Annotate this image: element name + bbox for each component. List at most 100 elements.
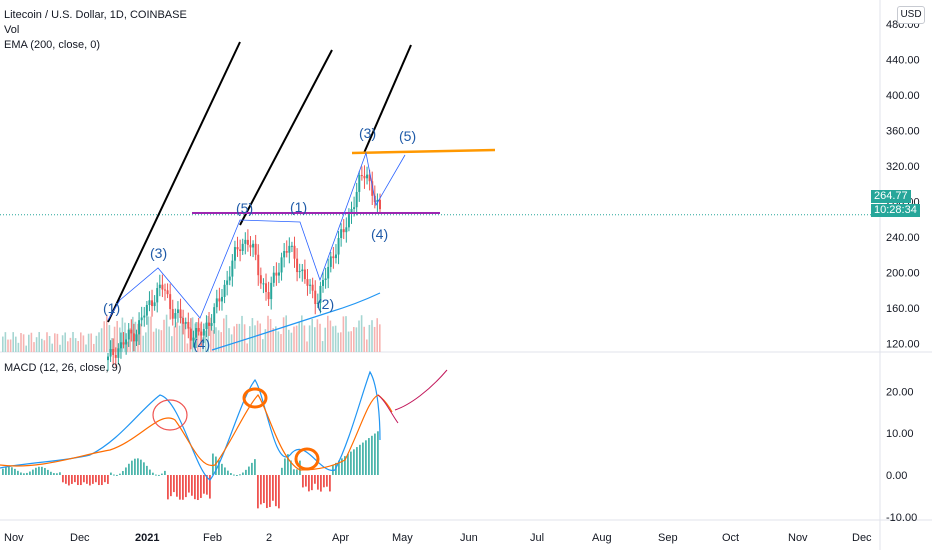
volume-bar bbox=[295, 325, 298, 352]
macd-histogram-bar bbox=[26, 472, 28, 475]
price-axis-label: 120.00 bbox=[886, 338, 920, 350]
candle-body bbox=[140, 317, 143, 321]
volume-bar bbox=[152, 331, 155, 352]
price-axis-label: 200.00 bbox=[886, 267, 920, 279]
macd-histogram-bar bbox=[248, 466, 250, 475]
volume-bar bbox=[72, 332, 74, 352]
wave-label: (3) bbox=[150, 245, 167, 261]
macd-histogram-bar bbox=[269, 475, 271, 508]
volume-bar bbox=[186, 343, 189, 352]
volume-bar bbox=[69, 337, 72, 352]
candle-body bbox=[220, 296, 223, 302]
volume-bar bbox=[28, 334, 30, 352]
volume-bar bbox=[43, 340, 46, 352]
volume-bar bbox=[233, 326, 235, 352]
volume-bar bbox=[314, 327, 316, 352]
macd-histogram-bar bbox=[245, 469, 247, 475]
candle-body bbox=[135, 334, 138, 342]
volume-legend[interactable]: Vol bbox=[4, 24, 20, 36]
candle-body bbox=[259, 275, 262, 284]
resistance-line bbox=[351, 148, 496, 155]
macd-histogram-bar bbox=[215, 456, 217, 475]
volume-bar bbox=[220, 332, 222, 352]
macd-histogram-bar bbox=[77, 475, 79, 486]
volume-bar bbox=[4, 332, 7, 352]
volume-bar bbox=[54, 333, 56, 352]
volume-bar bbox=[85, 344, 87, 352]
volume-bar bbox=[366, 339, 368, 352]
macd-histogram-bar bbox=[110, 472, 112, 475]
time-axis-label: Jul bbox=[530, 532, 544, 544]
volume-bar bbox=[238, 323, 241, 352]
macd-histogram-bar bbox=[104, 475, 106, 483]
volume-bar bbox=[228, 328, 230, 352]
volume-bar bbox=[207, 315, 209, 352]
candle-body bbox=[379, 199, 381, 210]
macd-signal-line bbox=[0, 394, 393, 471]
volume-bar bbox=[145, 332, 147, 352]
currency-button[interactable]: USD bbox=[897, 6, 925, 24]
ema-200-line bbox=[211, 292, 381, 351]
price-axis-label: 160.00 bbox=[886, 303, 920, 315]
volume-bar bbox=[67, 341, 69, 352]
volume-bar bbox=[269, 319, 272, 352]
candle-body bbox=[153, 302, 156, 307]
time-axis-label: Feb bbox=[203, 532, 222, 544]
price-axis-label: 440.00 bbox=[886, 54, 920, 66]
macd-legend[interactable]: MACD (12, 26, close, 9) bbox=[4, 362, 122, 374]
macd-histogram-bar bbox=[206, 475, 208, 495]
macd-histogram-bar bbox=[155, 474, 157, 476]
volume-bar bbox=[321, 341, 324, 352]
volume-bar bbox=[137, 323, 139, 352]
candle-body bbox=[122, 342, 125, 345]
candle-body bbox=[161, 284, 164, 290]
volume-bar bbox=[210, 317, 212, 352]
volume-bar bbox=[368, 324, 371, 352]
trend-line bbox=[107, 41, 241, 323]
volume-bar bbox=[243, 324, 246, 352]
macd-histogram-bar bbox=[23, 473, 25, 475]
candle-body bbox=[184, 321, 187, 324]
macd-histogram-bar bbox=[98, 475, 100, 486]
candle-body bbox=[371, 181, 374, 196]
time-axis-label: Oct bbox=[722, 532, 739, 544]
candle-body bbox=[296, 258, 299, 273]
macd-histogram-bar bbox=[29, 471, 31, 475]
volume-bar bbox=[277, 331, 280, 352]
volume-bar bbox=[256, 320, 259, 352]
volume-bar bbox=[217, 330, 220, 352]
macd-histogram-bar bbox=[356, 447, 358, 475]
volume-bar bbox=[87, 333, 90, 352]
candle-body bbox=[293, 245, 296, 259]
volume-bar bbox=[293, 326, 295, 352]
wave-label: (4) bbox=[193, 336, 210, 352]
macd-histogram-bar bbox=[128, 463, 130, 475]
macd-histogram-bar bbox=[347, 453, 349, 475]
macd-histogram-bar bbox=[284, 458, 286, 475]
volume-bar bbox=[373, 326, 376, 352]
symbol-title[interactable]: Litecoin / U.S. Dollar, 1D, COINBASE bbox=[4, 9, 187, 21]
macd-histogram-bar bbox=[293, 469, 295, 475]
volume-bar bbox=[46, 332, 48, 352]
volume-bar bbox=[15, 336, 17, 352]
candle-body bbox=[130, 329, 133, 334]
candle-body bbox=[202, 328, 205, 336]
candle-body bbox=[257, 254, 260, 276]
volume-bar bbox=[327, 315, 329, 352]
ema-legend[interactable]: EMA (200, close, 0) bbox=[4, 39, 100, 51]
candle-body bbox=[107, 356, 109, 361]
volume-bar bbox=[41, 338, 43, 352]
volume-bar bbox=[111, 338, 113, 352]
candle-body bbox=[163, 289, 166, 291]
volume-bar bbox=[20, 332, 22, 352]
macd-histogram-bar bbox=[227, 470, 229, 475]
volume-bar bbox=[61, 335, 64, 352]
macd-histogram-bar bbox=[122, 471, 124, 475]
candle-body bbox=[246, 239, 249, 245]
volume-bar bbox=[7, 339, 9, 352]
volume-bar bbox=[126, 341, 129, 352]
macd-histogram-bar bbox=[137, 458, 139, 475]
macd-histogram-bar bbox=[32, 469, 34, 475]
volume-bar bbox=[116, 321, 118, 352]
